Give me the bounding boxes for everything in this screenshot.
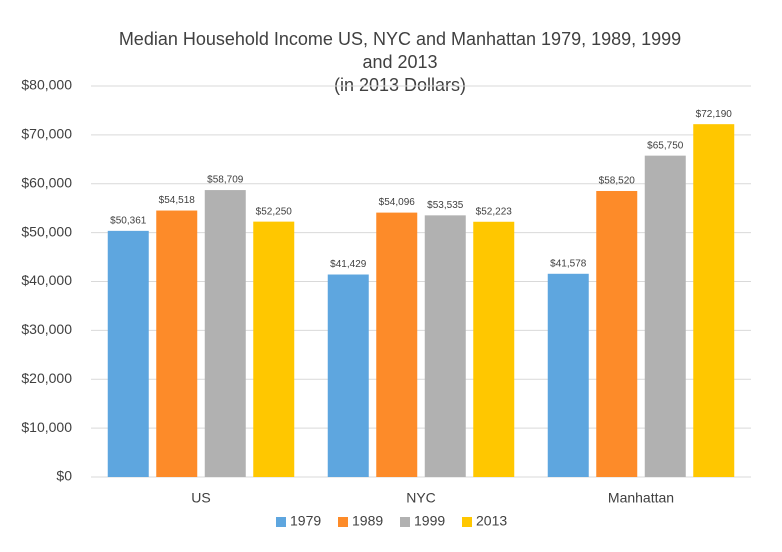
legend-label: 1979 [290,513,321,529]
y-tick-label: $60,000 [21,174,72,190]
y-tick-label: $50,000 [21,223,72,239]
y-tick-label: $0 [56,468,72,484]
bar [547,273,589,477]
bar [644,155,686,477]
bar [156,210,198,477]
bar [253,221,295,477]
y-tick-label: $30,000 [21,321,72,337]
y-tick-label: $70,000 [21,126,72,142]
value-label: $58,520 [599,176,636,187]
bar [204,190,246,478]
y-tick-label: $20,000 [21,370,72,386]
value-label: $52,223 [476,206,513,217]
value-label: $65,750 [647,140,684,151]
value-label: $72,190 [696,109,733,120]
value-label: $52,250 [256,206,293,217]
legend-swatch [276,517,286,527]
legend-label: 1989 [352,513,383,529]
bar [424,215,466,477]
legend-label: 2013 [476,513,507,529]
y-tick-label: $80,000 [21,77,72,93]
legend-swatch [400,517,410,527]
bar [596,190,638,477]
legend-label: 1999 [414,513,445,529]
x-tick-label: Manhattan [608,490,674,506]
bar [693,124,735,477]
value-label: $54,096 [379,197,416,208]
value-label: $41,578 [550,258,587,269]
bar [473,221,515,477]
bar [107,230,149,477]
y-tick-label: $40,000 [21,272,72,288]
value-label: $41,429 [330,259,367,270]
y-tick-label: $10,000 [21,419,72,435]
x-tick-label: US [191,490,210,506]
legend-swatch [338,517,348,527]
value-label: $58,709 [207,175,244,186]
chart-title: (in 2013 Dollars) [334,75,466,95]
bar [327,274,369,477]
bar [376,212,418,477]
value-label: $50,361 [110,216,147,227]
chart-title: and 2013 [362,52,437,72]
value-label: $53,535 [427,200,464,211]
x-tick-label: NYC [406,490,436,506]
legend-swatch [462,517,472,527]
chart-title: Median Household Income US, NYC and Manh… [119,29,681,49]
value-label: $54,518 [159,195,196,206]
